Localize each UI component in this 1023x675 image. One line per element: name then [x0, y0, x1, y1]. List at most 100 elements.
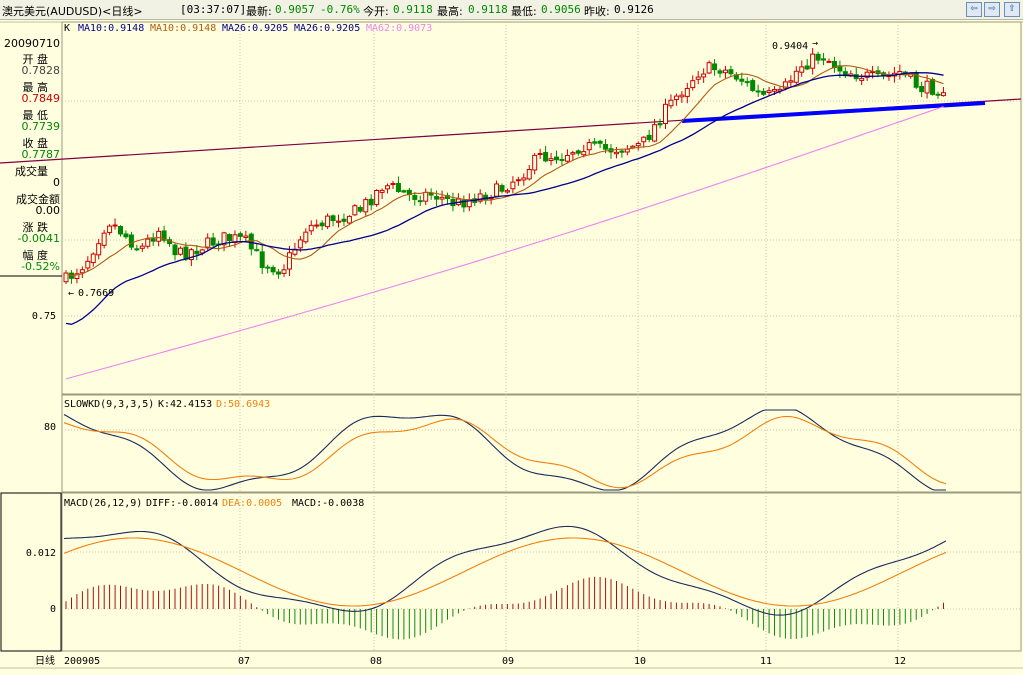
nav-right-button[interactable]: ⇨ — [984, 2, 1000, 17]
candle-body — [619, 150, 625, 153]
diff-line — [63, 525, 947, 616]
candle-body — [85, 260, 91, 269]
low-label: 最低: — [511, 5, 537, 18]
candle-body — [597, 140, 603, 144]
candle-body — [772, 89, 777, 92]
candle-body — [679, 94, 685, 98]
candle-body — [297, 239, 303, 249]
x-tick-10: 10 — [634, 656, 646, 667]
x-tick-11: 11 — [760, 656, 772, 667]
candle-body — [782, 81, 788, 89]
macd-left-box — [0, 492, 62, 652]
candles — [63, 47, 946, 284]
candle-body — [515, 179, 521, 182]
candle-body — [657, 123, 663, 126]
candle-body — [374, 190, 380, 205]
candle-body — [564, 154, 570, 162]
candle-body — [924, 80, 930, 94]
candle-body — [919, 86, 925, 93]
candle-body — [314, 224, 320, 227]
candle-body — [712, 63, 718, 71]
candle-body — [815, 53, 821, 61]
candle-body — [624, 148, 630, 153]
candle-body — [799, 66, 805, 73]
candle-body — [543, 151, 549, 162]
x-tick-12: 12 — [894, 656, 906, 667]
candle-body — [526, 169, 532, 180]
candle-body — [461, 199, 467, 208]
volume-value: 0 — [53, 176, 60, 189]
candle-body — [613, 151, 619, 155]
volume-label: 成交量 — [15, 165, 48, 178]
candle-body — [439, 196, 445, 200]
x-tick-08: 08 — [370, 656, 382, 667]
open-value: 0.7828 — [21, 64, 61, 77]
trendlines — [0, 98, 1022, 164]
change-value: -0.0041 — [17, 232, 60, 245]
candle-body — [581, 151, 587, 156]
candle-body — [695, 76, 701, 80]
candle-body — [761, 90, 767, 95]
candle-body — [690, 80, 696, 89]
kd-legend-label: SLOWKD(9,3,3,5) — [64, 399, 154, 410]
candle-body — [559, 158, 565, 161]
candle-body — [330, 215, 336, 222]
candle-body — [74, 273, 80, 279]
candle-body — [118, 226, 123, 235]
candle-body — [395, 182, 401, 192]
candle-body — [346, 215, 352, 224]
legend-ma10-b: MA10:0.9148 — [150, 23, 216, 34]
legend-ma26-a: MA26:0.9205 — [222, 23, 288, 34]
macd-legend-label: MACD(26,12,9) — [64, 498, 142, 509]
candle-body — [434, 196, 440, 200]
latest-value: 0.9057 — [275, 3, 315, 16]
candle-body — [134, 248, 140, 251]
candle-body — [504, 190, 510, 193]
candle-body — [701, 73, 707, 78]
candle-body — [172, 244, 178, 256]
kd-lines — [63, 409, 947, 491]
nav-up-button[interactable]: ⇧ — [1004, 2, 1020, 17]
change-label: 涨 跌 — [22, 221, 49, 234]
candle-body — [276, 271, 282, 275]
candle-body — [254, 249, 260, 252]
candle-body — [864, 71, 870, 78]
range-value: -0.52% — [21, 260, 60, 273]
x-tick-09: 09 — [502, 656, 514, 667]
symbol-title: 澳元美元(AUDUSD)<日线> — [2, 5, 143, 18]
prev-close-value: 0.9126 — [614, 3, 654, 16]
macd-legend-diff: DIFF:-0.0014 — [146, 498, 218, 509]
candle-body — [717, 70, 723, 74]
candle-body — [652, 124, 658, 142]
candle-body — [237, 233, 243, 237]
candle-body — [483, 194, 489, 200]
candle-body — [575, 150, 581, 154]
candle-body — [368, 198, 374, 206]
low-value: 0.7739 — [21, 120, 61, 133]
candle-body — [194, 250, 200, 255]
candle-body — [537, 152, 543, 155]
candle-body — [221, 232, 227, 246]
candle-body — [128, 234, 134, 248]
nav-left-button[interactable]: ⇦ — [966, 2, 982, 17]
candle-body — [281, 269, 287, 274]
candle-body — [379, 189, 385, 193]
y-tick-075: 0.75 — [32, 311, 56, 322]
candle-body — [706, 62, 712, 74]
legend-k: K — [64, 23, 70, 34]
gridlines — [62, 22, 1021, 651]
candle-body — [510, 181, 516, 190]
candle-body — [739, 78, 745, 82]
candle-body — [401, 190, 407, 193]
candle-body — [227, 234, 232, 242]
legend-ma26-b: MA26:0.9205 — [294, 23, 360, 34]
candle-body — [494, 183, 500, 197]
min-arrow: ← — [68, 288, 74, 299]
candle-body — [123, 233, 129, 238]
x-tick-200905: 200905 — [64, 656, 100, 667]
candle-body — [793, 70, 799, 83]
quote-time: [03:37:07] — [180, 3, 247, 16]
candle-body — [673, 95, 679, 100]
dea-line — [63, 537, 947, 607]
high-value: 0.9118 — [468, 3, 508, 16]
